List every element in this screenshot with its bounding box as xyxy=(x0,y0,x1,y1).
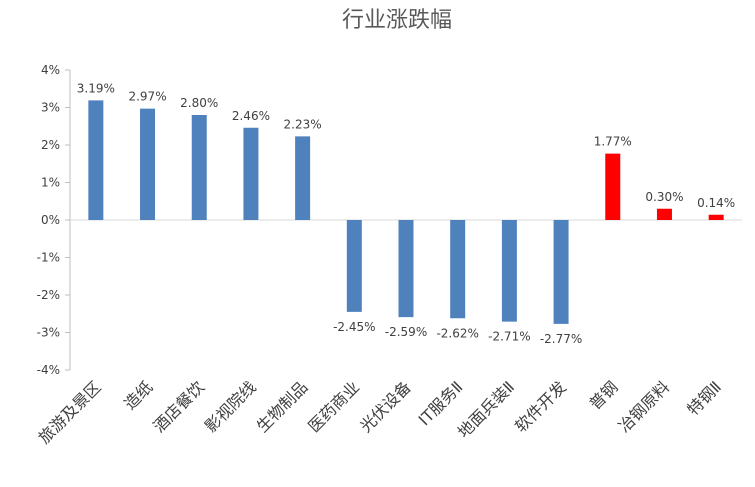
data-label: 2.46% xyxy=(232,109,270,123)
y-tick-label: -4% xyxy=(37,363,60,377)
data-label: -2.45% xyxy=(333,320,375,334)
y-tick-label: 1% xyxy=(41,176,60,190)
bar xyxy=(656,208,672,220)
x-tick-label: 医药商业 xyxy=(304,377,363,436)
data-label: 3.19% xyxy=(77,81,115,95)
data-label: 2.80% xyxy=(180,96,218,110)
y-tick-label: 0% xyxy=(41,213,60,227)
bar xyxy=(553,220,569,324)
data-label: 2.97% xyxy=(128,90,166,104)
bar xyxy=(191,115,207,220)
y-tick-label: -3% xyxy=(37,326,60,340)
x-tick-label: 生物制品 xyxy=(253,377,312,436)
x-tick-label: 光伏设备 xyxy=(356,377,415,436)
y-tick-label: 3% xyxy=(41,101,60,115)
x-tick-label: 地面兵装Ⅱ xyxy=(454,377,518,441)
data-labels: 3.19% 2.97% 2.80% 2.46% 2.23% -2.45% -2.59% -2.… xyxy=(77,81,735,346)
bar xyxy=(398,220,414,318)
y-tick-label: 2% xyxy=(41,138,60,152)
data-label: -2.77% xyxy=(540,332,582,346)
data-label: 0.14% xyxy=(697,196,735,210)
y-tick-label: 4% xyxy=(41,63,60,77)
x-tick-label: 冶钢原料 xyxy=(615,377,674,436)
x-tick-label: 旅游及景区 xyxy=(35,377,105,447)
data-label: -2.62% xyxy=(436,326,478,340)
bar xyxy=(295,136,311,220)
bars xyxy=(88,100,724,324)
x-tick-label: 造纸 xyxy=(120,377,156,413)
y-tick-label: -2% xyxy=(37,288,60,302)
x-tick-label: 影视院线 xyxy=(201,377,260,436)
x-tick-label: 酒店餐饮 xyxy=(149,377,208,436)
data-label: 2.23% xyxy=(284,117,322,131)
data-label: -2.59% xyxy=(385,325,427,339)
bar xyxy=(605,153,621,220)
data-label: 1.77% xyxy=(594,135,632,149)
x-tick-label: 软件开发 xyxy=(511,377,570,436)
x-tick-label: 普钢 xyxy=(586,377,622,413)
bar xyxy=(708,214,724,220)
data-label: 0.30% xyxy=(645,190,683,204)
bar xyxy=(88,100,104,220)
y-tick-labels: 4% 3% 2% 1% 0% -1% -2% -3% -4% xyxy=(37,63,60,377)
chart-title: 行业涨跌幅 xyxy=(342,8,452,33)
bar xyxy=(243,127,259,220)
y-tick-label: -1% xyxy=(37,251,60,265)
bar xyxy=(140,108,156,220)
data-label: -2.71% xyxy=(488,330,530,344)
x-tick-label: IT服务Ⅱ xyxy=(415,377,467,429)
bar xyxy=(501,220,517,322)
bar xyxy=(450,220,466,319)
bar xyxy=(346,220,362,312)
x-tick-label: 特钢Ⅱ xyxy=(683,377,725,419)
